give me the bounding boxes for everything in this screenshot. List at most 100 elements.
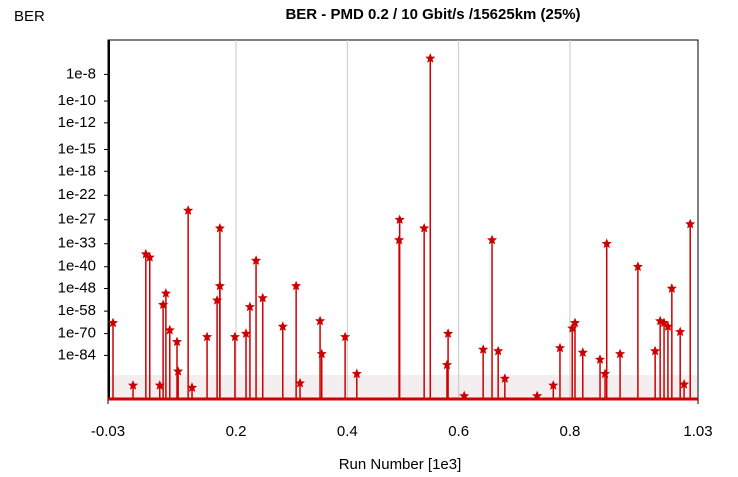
stem xyxy=(443,328,454,400)
stem xyxy=(127,380,139,400)
stem xyxy=(214,223,225,400)
stem xyxy=(666,283,677,400)
x-axis-label: Run Number [1e3] xyxy=(339,456,462,473)
stem xyxy=(257,292,268,400)
stem xyxy=(632,261,643,400)
stem xyxy=(685,218,696,400)
stem-marker xyxy=(244,301,255,312)
stem xyxy=(662,321,673,400)
stem-marker xyxy=(171,336,183,347)
y-tick-label: 1e-12 xyxy=(58,114,96,131)
stem xyxy=(251,255,262,400)
stem-marker xyxy=(594,354,606,364)
stem xyxy=(277,321,288,400)
y-tick-label: 1e-48 xyxy=(58,279,96,296)
stem-marker xyxy=(214,223,225,233)
stem xyxy=(160,288,171,400)
stem-marker xyxy=(601,238,612,249)
stem-marker xyxy=(277,321,288,331)
y-tick-label: 1e-18 xyxy=(58,162,96,179)
y-tick-label: 1e-33 xyxy=(58,235,96,252)
stem-marker xyxy=(351,368,362,379)
stem-marker xyxy=(650,345,661,356)
stem xyxy=(164,324,175,400)
stem-marker xyxy=(291,280,302,291)
stem xyxy=(294,377,305,400)
y-tick-label: 1e-15 xyxy=(58,140,96,157)
stem-marker xyxy=(685,218,696,229)
stem xyxy=(240,328,252,400)
stem-marker xyxy=(202,331,213,342)
stem-marker xyxy=(425,53,436,63)
y-tick-label: 1e-10 xyxy=(58,92,96,109)
stem-marker xyxy=(441,359,453,370)
stem-marker xyxy=(340,331,351,342)
stem-marker xyxy=(419,223,430,233)
x-tick-label: 0.8 xyxy=(560,423,581,440)
y-tick-label: 1e-58 xyxy=(58,302,96,319)
stem xyxy=(315,315,326,400)
stem-marker xyxy=(173,366,184,376)
stem xyxy=(244,301,255,400)
y-tick-label: 1e-84 xyxy=(58,346,96,363)
stem-marker xyxy=(493,345,504,356)
stem-marker xyxy=(443,328,454,338)
stem-marker xyxy=(240,328,252,338)
stem xyxy=(493,345,504,400)
stem-marker xyxy=(160,288,171,298)
stem xyxy=(173,366,184,400)
stem-marker xyxy=(478,344,489,354)
stem-marker xyxy=(615,348,626,359)
stem-marker xyxy=(675,326,686,337)
y-axis-label: BER xyxy=(14,8,45,25)
stem-marker xyxy=(548,380,559,390)
stem xyxy=(459,390,470,401)
stem-marker xyxy=(658,317,670,328)
stem xyxy=(394,214,405,400)
stem-marker xyxy=(183,205,194,215)
stem-marker xyxy=(577,347,588,357)
stem xyxy=(441,359,453,400)
stem xyxy=(532,390,543,401)
stem xyxy=(186,382,198,400)
chart-title: BER - PMD 0.2 / 10 Gbit/s /15625km (25%) xyxy=(285,6,580,23)
stem-marker xyxy=(487,234,498,245)
stem-marker xyxy=(666,283,677,293)
stem-marker xyxy=(251,255,262,265)
stem xyxy=(570,317,581,400)
stem-marker xyxy=(107,317,118,328)
stem-marker xyxy=(532,390,543,401)
y-tick-label: 1e-27 xyxy=(58,211,96,228)
stem xyxy=(340,331,351,400)
stem xyxy=(183,205,194,400)
stem-marker xyxy=(632,261,643,272)
stem xyxy=(650,345,661,400)
stem xyxy=(291,280,302,400)
stem-marker xyxy=(459,390,470,401)
stem-marker xyxy=(679,378,690,389)
stem xyxy=(107,317,118,400)
shaded-band xyxy=(109,375,697,399)
stem xyxy=(658,317,670,400)
stem xyxy=(419,223,430,400)
stem-marker xyxy=(662,321,673,331)
stem-marker xyxy=(144,252,155,262)
stem xyxy=(601,238,612,400)
stem-marker xyxy=(499,373,510,383)
stem-marker xyxy=(229,331,240,342)
stem xyxy=(202,331,213,400)
stem xyxy=(487,234,498,400)
stem xyxy=(554,342,566,400)
stem xyxy=(615,348,626,400)
stem xyxy=(594,354,606,400)
stem xyxy=(577,347,588,400)
stem xyxy=(548,380,559,400)
stem-marker xyxy=(316,348,327,359)
stem xyxy=(144,252,155,400)
stem-marker xyxy=(186,382,198,392)
stem xyxy=(229,331,240,400)
stem-marker xyxy=(127,380,139,390)
plot-area xyxy=(107,39,699,401)
x-tick-label: 0.4 xyxy=(337,423,358,440)
y-tick-label: 1e-8 xyxy=(66,65,96,82)
